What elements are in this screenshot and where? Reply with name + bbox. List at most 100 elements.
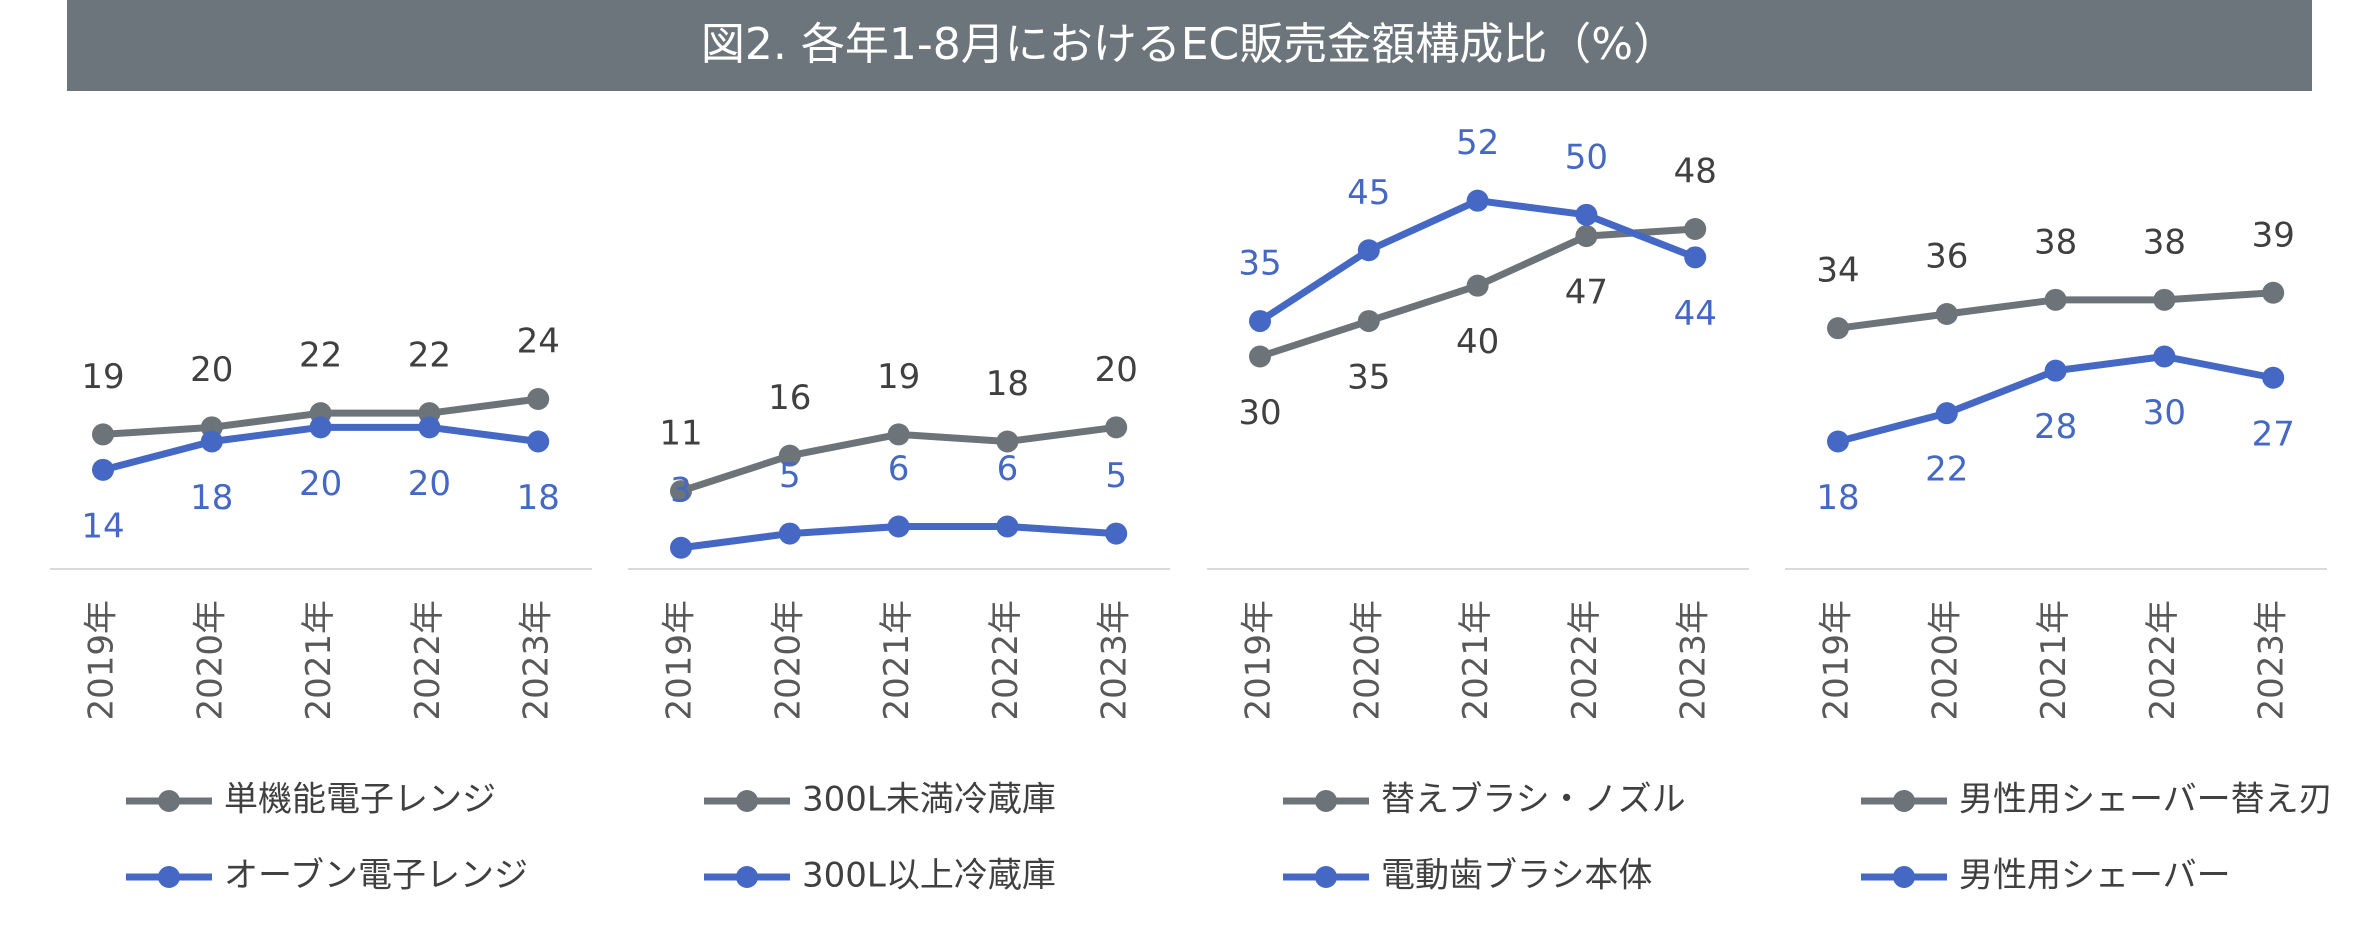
point (887, 515, 910, 538)
legend-marker (1893, 866, 1915, 888)
data-label: 38 (2034, 222, 2077, 262)
title: 図2. 各年1-8月におけるEC販売金額構成比（%） (701, 19, 1677, 70)
point (778, 444, 801, 467)
legend-marker (1315, 790, 1337, 812)
data-label: 5 (1105, 456, 1127, 496)
x-tick-label: 2022年 (408, 600, 448, 721)
x-tick-label: 2020年 (768, 600, 808, 721)
legend-marker (1893, 790, 1915, 812)
legend-label: 電動歯ブラシ本体 (1381, 856, 1652, 896)
data-label: 22 (408, 336, 451, 376)
data-label: 22 (1925, 450, 1968, 490)
data-label: 28 (2034, 407, 2077, 447)
x-tick-label: 2023年 (2252, 600, 2292, 721)
x-tick-label: 2023年 (1674, 600, 1714, 721)
point (2044, 288, 2067, 311)
point (2044, 359, 2067, 382)
point (1827, 430, 1849, 453)
point (2153, 288, 2176, 311)
point (887, 423, 910, 446)
point (1827, 317, 1849, 340)
point (309, 416, 332, 439)
point (1249, 345, 1271, 368)
legend-label: オーブン電子レンジ (224, 856, 528, 896)
data-label: 16 (768, 378, 811, 418)
data-label: 19 (81, 357, 124, 397)
x-tick-label: 2019年 (660, 600, 700, 721)
data-label: 52 (1456, 123, 1499, 163)
point (418, 416, 441, 439)
data-label: 18 (517, 478, 560, 518)
data-label: 20 (1095, 350, 1138, 390)
point (996, 430, 1019, 453)
x-tick-label: 2023年 (1095, 600, 1135, 721)
data-label: 5 (779, 456, 801, 496)
point (527, 430, 550, 453)
point (1357, 310, 1380, 333)
point (1249, 310, 1271, 333)
x-tick-label: 2021年 (299, 600, 339, 721)
x-tick-label: 2022年 (1565, 600, 1605, 721)
legend-marker (158, 790, 180, 812)
data-label: 30 (2143, 393, 2186, 433)
point (92, 458, 114, 481)
data-label: 30 (1238, 393, 1281, 433)
data-label: 34 (1816, 251, 1859, 291)
data-label: 24 (517, 322, 560, 362)
point (527, 388, 550, 410)
x-tick-label: 2023年 (517, 600, 557, 721)
point (1684, 246, 1707, 269)
legend-label: 男性用シェーバー (1959, 856, 2231, 896)
data-label: 6 (888, 449, 910, 489)
point (670, 480, 692, 503)
data-label: 14 (81, 506, 124, 546)
x-tick-label: 2021年 (1456, 600, 1496, 721)
point (670, 536, 692, 559)
x-tick-label: 2020年 (1347, 600, 1387, 721)
legend-label: 300L以上冷蔵庫 (802, 856, 1056, 896)
point (92, 423, 114, 446)
point (1357, 239, 1380, 262)
data-label: 20 (190, 350, 233, 390)
data-label: 40 (1456, 322, 1499, 362)
point (996, 515, 1019, 538)
data-label: 45 (1347, 173, 1390, 213)
point (1466, 274, 1489, 297)
data-label: 3 (670, 470, 692, 510)
data-label: 38 (2143, 222, 2186, 262)
legend-label: 単機能電子レンジ (224, 780, 496, 820)
point (1575, 225, 1598, 248)
point (200, 430, 223, 453)
data-label: 18 (1816, 478, 1859, 518)
point (1105, 522, 1128, 545)
data-label: 18 (986, 364, 1029, 404)
legend-marker (1315, 866, 1337, 888)
point (1935, 402, 1958, 425)
x-tick-label: 2021年 (2034, 600, 2074, 721)
point (1575, 203, 1598, 226)
data-label: 22 (299, 336, 342, 376)
point (2262, 281, 2285, 304)
point (778, 522, 801, 545)
x-tick-label: 2019年 (1817, 600, 1857, 721)
data-label: 50 (1565, 137, 1608, 177)
legend-label: 男性用シェーバー替え刃 (1959, 780, 2333, 820)
x-tick-label: 2022年 (2143, 600, 2183, 721)
data-label: 6 (997, 449, 1019, 489)
point (1105, 416, 1128, 439)
x-tick-label: 2021年 (877, 600, 917, 721)
point (2153, 345, 2176, 368)
point (1684, 218, 1707, 240)
data-label: 18 (190, 478, 233, 518)
x-tick-label: 2022年 (986, 600, 1026, 721)
series-line (1258, 197, 1697, 325)
data-label: 11 (659, 414, 702, 454)
data-label: 35 (1238, 244, 1281, 284)
legend-marker (158, 866, 180, 888)
x-tick-label: 2020年 (190, 600, 230, 721)
x-tick-label: 2020年 (1925, 600, 1965, 721)
title-bar (67, 0, 2312, 91)
point (1935, 303, 1958, 325)
legend-marker (736, 866, 758, 888)
